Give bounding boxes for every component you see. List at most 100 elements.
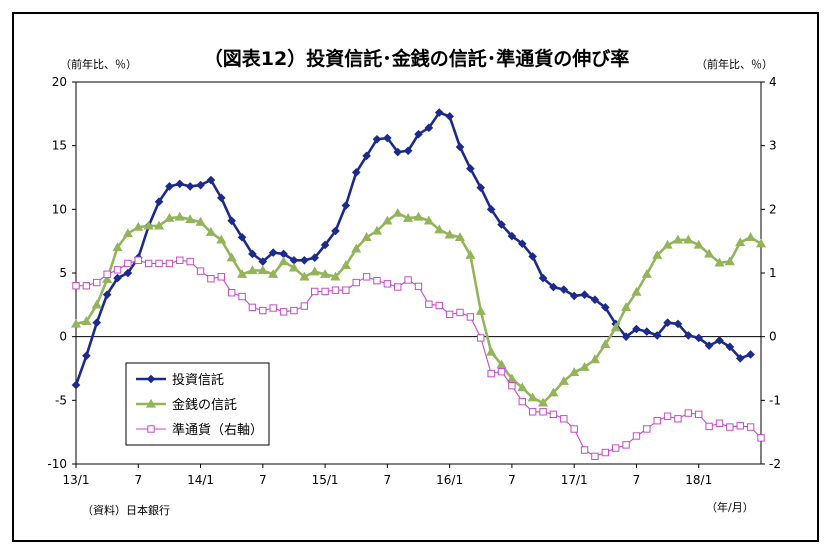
data-point-kinsen <box>755 238 767 248</box>
data-point-kinsen <box>403 213 414 222</box>
data-point-toshin <box>642 327 652 336</box>
data-point-juntsuka <box>445 310 454 319</box>
data-point-toshin <box>746 350 755 359</box>
left-tick-label: -10 <box>47 457 67 471</box>
data-point-juntsuka <box>497 367 506 376</box>
data-point-juntsuka <box>248 303 257 312</box>
data-point-toshin <box>258 257 268 266</box>
data-point-toshin <box>445 112 454 121</box>
data-point-juntsuka <box>611 444 620 452</box>
data-point-juntsuka <box>549 410 558 419</box>
data-point-kinsen <box>413 211 424 221</box>
data-point-toshin <box>268 248 278 257</box>
data-point-kinsen <box>247 265 258 275</box>
right-tick-label: 4 <box>769 75 777 89</box>
data-point-toshin <box>403 146 413 156</box>
data-point-juntsuka <box>663 412 672 420</box>
data-point-juntsuka <box>373 276 381 285</box>
data-point-kinsen <box>496 359 507 369</box>
data-point-juntsuka <box>176 256 184 264</box>
data-point-kinsen <box>371 225 383 235</box>
x-tick-label: 18/1 <box>685 473 712 487</box>
data-point-toshin <box>663 318 672 327</box>
x-tick-label: 7 <box>384 473 392 487</box>
data-point-juntsuka <box>622 441 630 449</box>
data-point-juntsuka <box>238 292 246 301</box>
data-point-juntsuka <box>155 259 163 268</box>
data-point-toshin <box>652 331 662 340</box>
data-point-kinsen <box>672 234 684 244</box>
data-point-juntsuka <box>508 381 516 390</box>
data-point-kinsen <box>631 286 642 296</box>
data-point-kinsen <box>704 248 715 258</box>
data-point-kinsen <box>299 271 310 281</box>
data-point-juntsuka <box>560 415 568 423</box>
x-tick-label: 15/1 <box>312 473 339 487</box>
data-point-juntsuka <box>331 286 340 294</box>
data-point-kinsen <box>558 376 569 385</box>
data-point-kinsen <box>236 269 248 278</box>
data-point-toshin <box>424 123 434 133</box>
data-point-juntsuka <box>528 408 537 416</box>
data-point-toshin <box>725 342 735 352</box>
data-point-kinsen <box>683 234 694 244</box>
data-point-kinsen <box>423 215 434 225</box>
data-point-toshin <box>185 182 195 191</box>
data-point-toshin <box>455 142 465 152</box>
data-point-juntsuka <box>217 273 226 281</box>
data-point-toshin <box>694 333 704 343</box>
data-point-kinsen <box>610 322 621 332</box>
left-tick-label: 5 <box>59 266 67 280</box>
data-point-juntsuka <box>601 448 610 457</box>
series-line-toshin <box>74 111 752 386</box>
data-point-kinsen <box>226 252 237 262</box>
data-point-kinsen <box>185 214 196 224</box>
data-point-kinsen <box>454 232 466 241</box>
data-point-toshin <box>486 205 496 214</box>
data-point-juntsuka <box>311 287 319 296</box>
data-point-toshin <box>517 239 527 249</box>
data-point-juntsuka <box>435 301 443 310</box>
data-point-toshin <box>154 197 164 207</box>
chart-title: （図表12）投資信託･金銭の信託･準通貨の伸び率 <box>203 48 630 70</box>
data-point-kinsen <box>133 221 144 231</box>
data-point-toshin <box>175 179 185 189</box>
data-point-toshin <box>113 273 122 283</box>
legend-marker-toshin <box>146 374 156 384</box>
data-point-toshin <box>715 336 724 345</box>
data-point-toshin <box>362 151 371 161</box>
data-point-juntsuka <box>342 286 350 294</box>
data-point-kinsen <box>153 220 165 230</box>
data-point-kinsen <box>434 224 445 234</box>
data-point-toshin <box>632 324 641 334</box>
right-tick-label: 3 <box>769 139 777 153</box>
data-point-toshin <box>580 290 589 299</box>
data-point-kinsen <box>205 227 216 236</box>
data-point-juntsuka <box>466 313 475 321</box>
data-point-juntsuka <box>518 397 526 406</box>
data-point-toshin <box>466 164 475 173</box>
data-point-kinsen <box>641 269 652 278</box>
right-axis-unit: （前年比、％） <box>696 58 773 71</box>
data-point-kinsen <box>506 373 517 383</box>
data-point-toshin <box>206 175 216 185</box>
data-point-kinsen <box>164 213 175 222</box>
data-point-juntsuka <box>705 422 713 431</box>
data-point-kinsen <box>714 257 725 267</box>
data-point-kinsen <box>216 234 227 244</box>
data-point-juntsuka <box>487 369 495 378</box>
data-point-toshin <box>341 201 351 210</box>
data-point-kinsen <box>693 239 704 249</box>
x-tick-label: 7 <box>134 473 142 487</box>
data-point-kinsen <box>112 242 123 252</box>
data-point-juntsuka <box>757 434 765 442</box>
data-point-juntsuka <box>279 308 288 316</box>
data-point-toshin <box>351 168 361 177</box>
data-point-toshin <box>673 319 683 329</box>
data-point-kinsen <box>102 274 113 284</box>
data-point-kinsen <box>569 367 580 376</box>
data-point-toshin <box>414 129 423 139</box>
data-point-kinsen <box>81 316 92 326</box>
data-point-kinsen <box>195 216 206 226</box>
